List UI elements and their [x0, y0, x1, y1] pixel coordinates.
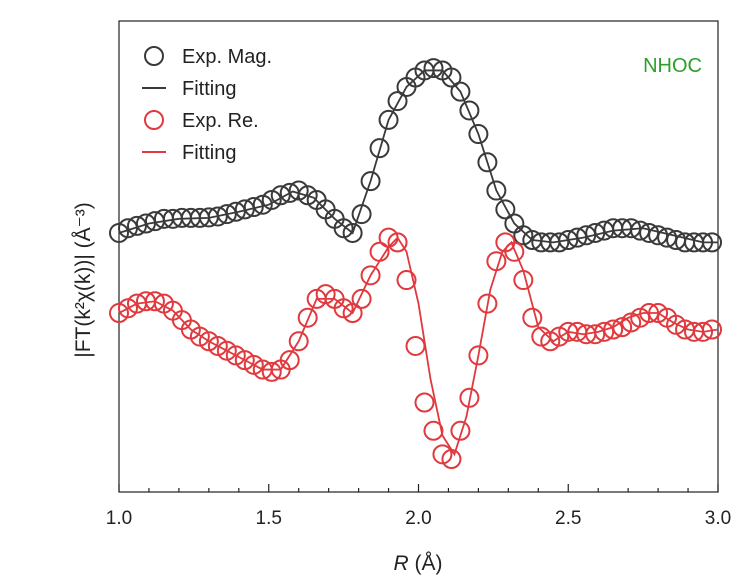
exp-mag-point [360, 171, 381, 192]
exp-re-point [468, 345, 489, 366]
fitting-line-1 [118, 236, 719, 457]
exp-mag-point [468, 124, 489, 145]
x-tick-label: 3.0 [705, 508, 731, 529]
exp-mag-point [423, 58, 444, 79]
exp-re-point [504, 241, 525, 262]
y-axis-title: |FT(k²χ(k))| (Å⁻³) [72, 202, 95, 357]
exp-re-point [144, 291, 165, 312]
exp-re-point [351, 288, 372, 309]
exp-re-point [693, 321, 714, 342]
sample-label-nhoc: NHOC [643, 55, 702, 77]
exp-mag-point [702, 232, 723, 253]
x-tick-label: 2.5 [555, 508, 581, 529]
exp-mag-point [549, 232, 570, 253]
legend: Exp. Mag. Fitting Exp. Re. Fitting [142, 46, 272, 164]
exp-mag-point [369, 138, 390, 159]
exp-re-point [423, 420, 444, 441]
exp-mag-point [585, 222, 606, 243]
exp-re-point [342, 303, 363, 324]
exp-re-point [603, 319, 624, 340]
exp-mag-point [567, 227, 588, 248]
exp-mag-point [558, 230, 579, 251]
legend-label-fitting-red: Fitting [182, 142, 236, 164]
exp-re-point [702, 319, 723, 340]
exp-mag-point [441, 67, 462, 88]
x-tick-label: 2.0 [405, 508, 431, 529]
legend-label-fitting-dark: Fitting [182, 78, 236, 100]
exp-mag-point [630, 220, 651, 241]
exp-re-point [279, 350, 300, 371]
exp-re-point [522, 307, 543, 328]
x-axis: 1.0 1.5 2.0 2.5 3.0 [106, 484, 731, 529]
exp-mag-point [657, 227, 678, 248]
x-tick-label: 1.0 [106, 508, 132, 529]
exp-re-point [369, 241, 390, 262]
exp-re-point [360, 265, 381, 286]
exp-mag-point [693, 232, 714, 253]
exp-re-point [477, 293, 498, 314]
exp-re-point [459, 387, 480, 408]
legend-label-exp-re: Exp. Re. [182, 110, 259, 132]
exp-re-point [297, 307, 318, 328]
exp-mag-point [234, 199, 255, 220]
x-axis-title-var: R [394, 552, 409, 575]
exp-mag-point [342, 222, 363, 243]
series-layer [109, 58, 723, 470]
exp-mag-point [126, 215, 147, 236]
legend-marker-exp-mag [144, 46, 164, 66]
exp-re-point [585, 324, 606, 345]
legend-label-exp-mag: Exp. Mag. [182, 46, 272, 68]
exp-mag-point [207, 206, 228, 227]
exp-mag-point [639, 222, 660, 243]
exp-mag-point [225, 201, 246, 222]
exp-re-point [288, 331, 309, 352]
exp-re-point [387, 232, 408, 253]
exp-mag-point [495, 199, 516, 220]
x-axis-title-unit: (Å) [409, 552, 443, 575]
exp-re-point [594, 321, 615, 342]
x-tick-label: 1.5 [256, 508, 282, 529]
legend-marker-exp-re [144, 110, 164, 130]
exp-mag-point [459, 100, 480, 121]
exp-re-point [261, 361, 282, 382]
exp-mag-point [135, 213, 156, 234]
exp-mag-point [351, 204, 372, 225]
x-axis-title: R (Å) [394, 552, 443, 575]
exp-re-point [513, 270, 534, 291]
exp-re-point [405, 335, 426, 356]
exp-mag-point [576, 225, 597, 246]
exp-mag-point [477, 152, 498, 173]
exp-mag-point [117, 218, 138, 239]
exp-mag-point [387, 91, 408, 112]
exp-mag-point [243, 197, 264, 218]
exp-mag-point [378, 109, 399, 130]
exp-mag-point [648, 225, 669, 246]
exp-mag-point [486, 180, 507, 201]
exp-re-point [450, 420, 471, 441]
exp-re-point [441, 449, 462, 470]
exp-re-point [639, 303, 660, 324]
exp-re-point [486, 251, 507, 272]
exp-mag-point [216, 204, 237, 225]
exp-mag-point [621, 218, 642, 239]
exp-mag-point [450, 81, 471, 102]
exp-mag-point [270, 185, 291, 206]
exp-re-point [414, 392, 435, 413]
exp-re-point [396, 270, 417, 291]
